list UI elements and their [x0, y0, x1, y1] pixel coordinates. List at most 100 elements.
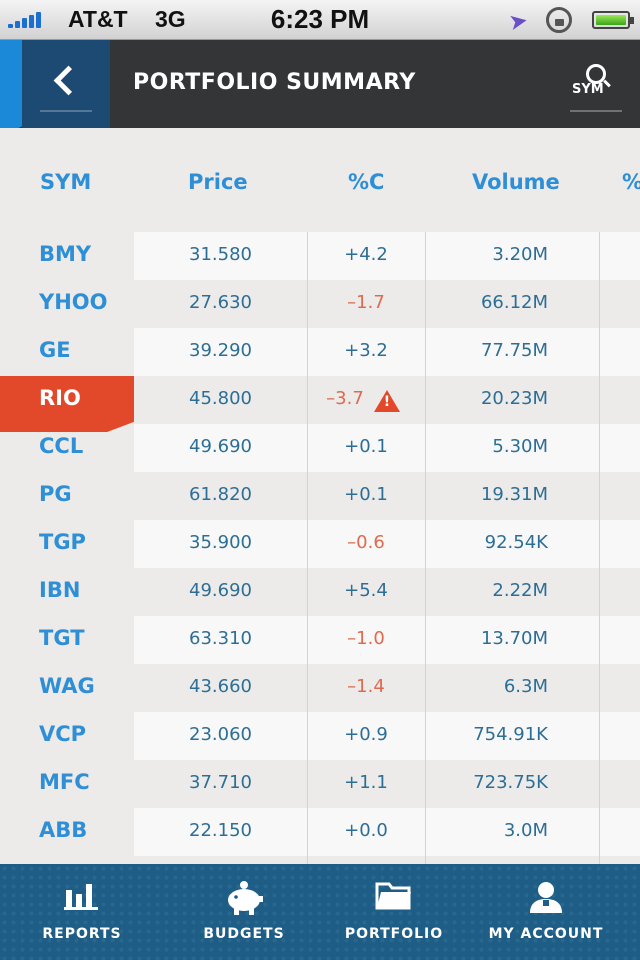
row-cells [134, 472, 640, 520]
row-symbol: VCP [39, 722, 87, 746]
tab-budgets[interactable]: BUDGETS [184, 864, 304, 960]
column-header-sym[interactable]: SYM [40, 170, 92, 194]
row-volume: 66.12M [480, 292, 548, 313]
folder-icon [375, 882, 411, 910]
tab-label: BUDGETS [203, 926, 285, 942]
row-symbol: YHOO [39, 290, 108, 314]
column-header-volume[interactable]: Volume [472, 170, 560, 194]
clock: 6:23 PM [270, 4, 370, 34]
row-cells [134, 808, 640, 856]
table-row[interactable]: VCP 23.060 +0.9 754.91K [0, 712, 640, 760]
bar-chart-icon [64, 884, 98, 910]
row-symbol: MFC [39, 770, 90, 794]
rotation-lock-icon [546, 7, 572, 33]
row-symbol: PG [39, 482, 72, 506]
tab-reports[interactable]: REPORTS [22, 864, 142, 960]
row-change: +4.2 [344, 244, 388, 265]
column-header-more[interactable]: % [622, 170, 640, 194]
row-price: 23.060 [189, 724, 252, 745]
row-price: 45.800 [189, 388, 252, 409]
row-change: +0.1 [344, 484, 388, 505]
tab-label: PORTFOLIO [344, 926, 444, 942]
row-volume: 5.30M [492, 436, 548, 457]
row-symbol: TGP [39, 530, 86, 554]
table-row-alert[interactable]: RIO 45.800 –3.7 20.23M [0, 376, 640, 432]
row-change: +5.4 [344, 580, 388, 601]
table-header: SYM Price %C Volume % [0, 128, 640, 232]
search-underline [570, 110, 622, 112]
row-price: 22.150 [189, 820, 252, 841]
symbol-search-button[interactable]: SYM [568, 60, 624, 116]
row-price: 49.690 [189, 436, 252, 457]
battery-icon [592, 11, 634, 29]
table-row[interactable]: TGT 63.310 –1.0 13.70M [0, 616, 640, 664]
column-header-pct-change[interactable]: %C [348, 170, 385, 194]
column-header-price[interactable]: Price [188, 170, 248, 194]
row-change: +1.1 [344, 772, 388, 793]
row-price: 61.820 [189, 484, 252, 505]
row-change: +0.0 [344, 820, 388, 841]
piggy-bank-icon [228, 881, 263, 915]
row-change: +0.9 [344, 724, 388, 745]
row-volume: 3.0M [503, 820, 548, 841]
row-change: +3.2 [344, 340, 388, 361]
row-price: 37.710 [189, 772, 252, 793]
row-cells [134, 616, 640, 664]
column-divider [599, 232, 600, 864]
row-cells [134, 520, 640, 568]
tab-label: MY ACCOUNT [488, 926, 604, 942]
table-row[interactable]: GE 39.290 +3.2 77.75M [0, 328, 640, 376]
row-volume: 92.54K [484, 532, 548, 553]
table-row[interactable]: MFC 37.710 +1.1 723.75K [0, 760, 640, 808]
row-price: 27.630 [189, 292, 252, 313]
row-cells [134, 328, 640, 376]
table-row[interactable]: WAG 43.660 –1.4 6.3M [0, 664, 640, 712]
row-volume: 20.23M [480, 388, 548, 409]
row-symbol: CCL [39, 434, 84, 458]
row-cells [134, 280, 640, 328]
page-title: PORTFOLIO SUMMARY [133, 70, 416, 95]
tab-portfolio[interactable]: PORTFOLIO [334, 864, 454, 960]
row-volume: 3.20M [492, 244, 548, 265]
row-change: +0.1 [344, 436, 388, 457]
status-bar: AT&T 3G 6:23 PM ➤ [0, 0, 640, 40]
row-price: 35.900 [189, 532, 252, 553]
table-row[interactable]: YHOO 27.630 –1.7 66.12M [0, 280, 640, 328]
app-header: PORTFOLIO SUMMARY SYM [0, 40, 640, 136]
row-symbol: WAG [39, 674, 95, 698]
table-row[interactable]: CCL 49.690 +0.1 5.30M [0, 424, 640, 472]
row-price: 63.310 [189, 628, 252, 649]
signal-icon [8, 12, 41, 28]
tab-label: REPORTS [42, 926, 122, 942]
back-button[interactable] [22, 40, 110, 128]
row-symbol: IBN [39, 578, 81, 602]
network-label: 3G [155, 6, 186, 32]
table-row[interactable]: BMY 31.580 +4.2 3.20M [0, 232, 640, 280]
row-volume: 6.3M [503, 676, 548, 697]
row-volume: 19.31M [480, 484, 548, 505]
header-accent [0, 40, 22, 136]
tab-bar: REPORTS BUDGETS PORTFOLIO MY ACCOUNT [0, 864, 640, 960]
tab-my-account[interactable]: MY ACCOUNT [476, 864, 616, 960]
row-cells [134, 664, 640, 712]
row-price: 31.580 [189, 244, 252, 265]
row-change: –1.0 [347, 628, 385, 649]
column-divider [307, 232, 308, 864]
row-volume: 754.91K [473, 724, 548, 745]
user-icon [530, 882, 562, 913]
table-row[interactable]: ABB 22.150 +0.0 3.0M [0, 808, 640, 856]
symbol-search-label: SYM [572, 82, 604, 97]
portfolio-table: BMY 31.580 +4.2 3.20M YHOO 27.630 –1.7 6… [0, 232, 640, 904]
row-change: –0.6 [347, 532, 385, 553]
row-volume: 77.75M [480, 340, 548, 361]
table-row[interactable]: PG 61.820 +0.1 19.31M [0, 472, 640, 520]
row-change: –1.7 [347, 292, 385, 313]
row-symbol: RIO [39, 386, 81, 410]
column-divider [425, 232, 426, 864]
row-volume: 13.70M [480, 628, 548, 649]
table-row[interactable]: TGP 35.900 –0.6 92.54K [0, 520, 640, 568]
row-cells [134, 712, 640, 760]
row-change: –1.4 [347, 676, 385, 697]
row-symbol: BMY [39, 242, 92, 266]
table-row[interactable]: IBN 49.690 +5.4 2.22M [0, 568, 640, 616]
